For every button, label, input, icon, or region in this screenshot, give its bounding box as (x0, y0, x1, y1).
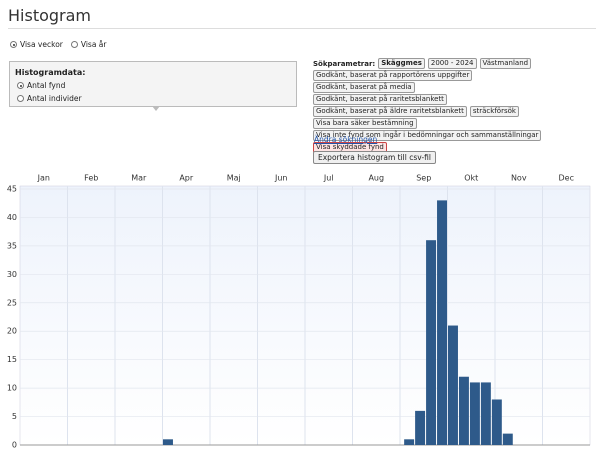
parameter-tag: sträckförsök (469, 106, 519, 117)
month-label: Jun (274, 174, 288, 183)
y-tick-label: 30 (7, 270, 17, 279)
parameter-tag: Godkänt, baserat på raritetsblankett (313, 94, 447, 105)
month-label: Nov (511, 174, 527, 183)
bar (458, 376, 469, 445)
bar (426, 240, 437, 445)
box-title: Histogramdata: (15, 68, 86, 77)
page-title: Histogram (8, 6, 91, 25)
title-rule (8, 28, 596, 29)
month-label: Okt (464, 174, 478, 183)
radio-option[interactable]: Antal individer (17, 94, 82, 103)
month-label: Feb (84, 174, 98, 183)
month-label: Maj (227, 174, 241, 183)
y-tick-label: 40 (7, 213, 17, 222)
bar (415, 410, 426, 445)
parameter-tag: Godkänt, baserat på media (313, 82, 415, 93)
parameter-tag: Västmanland (479, 58, 532, 69)
params-label: Sökparametrar: (313, 59, 376, 68)
box-pointer (152, 106, 160, 111)
radio-label: Visa år (80, 40, 107, 49)
search-parameters: Sökparametrar: Skäggmes 2000 - 2024 Västma… (313, 58, 543, 153)
radio-dot[interactable] (17, 82, 24, 89)
bar (437, 200, 447, 445)
view-options: Visa veckor Visa år (10, 40, 107, 49)
y-tick-label: 20 (7, 327, 17, 336)
box-options: Antal fynd Antal individer (17, 81, 82, 103)
radio-option[interactable]: Visa år (70, 40, 107, 49)
export-button[interactable]: Exportera histogram till csv-fil (313, 151, 436, 164)
histogram-data-box: Histogramdata: Antal fynd Antal individer (9, 61, 297, 107)
radio-dot[interactable] (17, 95, 24, 102)
radio-dot[interactable] (10, 41, 17, 48)
bar (480, 382, 491, 445)
month-label: Mar (131, 174, 147, 183)
radio-option[interactable]: Visa veckor (10, 40, 63, 49)
parameter-tag: 2000 - 2024 (427, 58, 477, 69)
month-label: Sep (416, 174, 431, 183)
y-tick-label: 35 (7, 241, 17, 250)
radio-label: Antal fynd (27, 81, 66, 90)
month-label: Apr (179, 174, 194, 183)
month-label: Jul (323, 174, 334, 183)
bar (502, 433, 513, 445)
y-tick-label: 5 (12, 412, 17, 421)
y-tick-label: 10 (7, 384, 17, 393)
parameter-tag: Godkänt, baserat på rapportörens uppgift… (313, 70, 473, 81)
bar (469, 382, 480, 445)
parameter-tag: Visa bara säker bestämning (313, 118, 417, 129)
y-tick-label: 15 (7, 355, 17, 364)
change-search-link[interactable]: Ändra sökningen (314, 135, 378, 144)
month-label: Dec (559, 174, 574, 183)
radio-dot[interactable] (70, 41, 78, 48)
y-tick-label: 25 (7, 298, 17, 307)
bar (404, 439, 415, 445)
y-tick-label: 0 (12, 441, 17, 450)
parameter-tag: Skäggmes (378, 58, 425, 69)
month-label: Aug (368, 174, 384, 183)
bar (163, 439, 173, 445)
radio-label: Antal individer (27, 94, 82, 103)
parameter-tag: Visa inte fynd som ingår i bedömningar o… (313, 130, 542, 141)
bar (448, 325, 458, 445)
month-label: Jan (37, 174, 50, 183)
parameter-tag: Godkänt, baserat på äldre raritetsblanke… (313, 106, 467, 117)
bar (491, 399, 502, 445)
radio-label: Visa veckor (20, 40, 63, 49)
y-tick-label: 45 (7, 185, 17, 194)
radio-option[interactable]: Antal fynd (17, 81, 82, 90)
